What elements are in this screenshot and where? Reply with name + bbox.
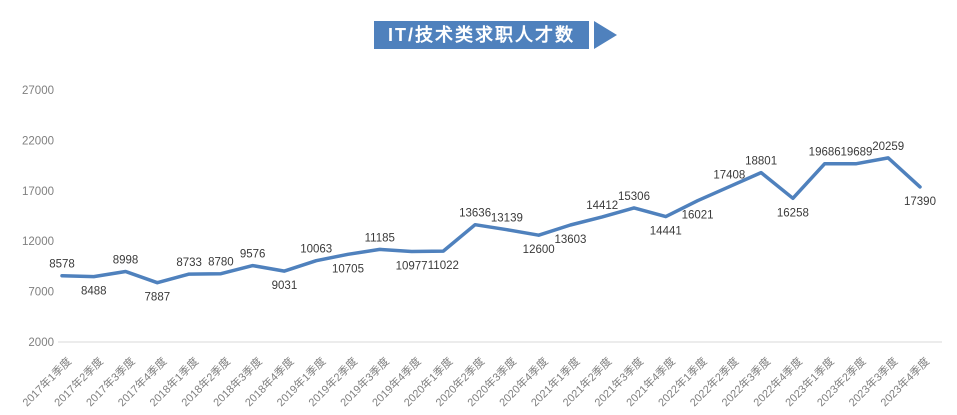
data-label: 8488 bbox=[81, 286, 107, 298]
data-label: 10063 bbox=[300, 244, 332, 256]
y-tick-label: 27000 bbox=[22, 85, 54, 97]
data-label: 11185 bbox=[365, 232, 395, 244]
y-tick-label: 22000 bbox=[22, 135, 54, 147]
data-label: 16258 bbox=[777, 207, 809, 219]
data-label: 10977 bbox=[396, 261, 428, 273]
chart-title: IT/技术类求职人才数 bbox=[374, 21, 589, 49]
data-label: 9031 bbox=[272, 280, 298, 292]
data-label: 8998 bbox=[113, 254, 139, 266]
banner-arrow-icon bbox=[594, 21, 617, 49]
data-label: 12600 bbox=[523, 244, 555, 256]
data-label: 20259 bbox=[872, 141, 904, 153]
data-label: 13636 bbox=[459, 208, 491, 220]
data-label: 15306 bbox=[618, 191, 650, 203]
y-tick-label: 17000 bbox=[22, 186, 54, 198]
data-label: 7887 bbox=[145, 292, 171, 304]
y-tick-label: 2000 bbox=[28, 337, 54, 349]
data-label: 8578 bbox=[49, 259, 75, 271]
data-label: 17408 bbox=[713, 170, 745, 182]
data-label: 8780 bbox=[208, 257, 234, 269]
data-label: 9576 bbox=[240, 249, 266, 261]
data-label: 18801 bbox=[745, 156, 777, 168]
data-label: 13603 bbox=[554, 234, 586, 246]
data-label: 8733 bbox=[176, 257, 202, 269]
y-tick-label: 12000 bbox=[22, 236, 54, 248]
data-label: 13139 bbox=[491, 213, 523, 225]
data-label: 11022 bbox=[428, 260, 459, 272]
data-label: 14412 bbox=[586, 200, 618, 212]
series-line bbox=[60, 156, 922, 285]
data-label: 19686 bbox=[809, 147, 841, 159]
data-label: 17390 bbox=[904, 196, 936, 208]
data-label: 14441 bbox=[650, 226, 682, 238]
data-label: 19689 bbox=[840, 147, 872, 159]
y-tick-label: 7000 bbox=[28, 287, 54, 299]
data-label: 16021 bbox=[682, 210, 714, 222]
data-label: 10705 bbox=[332, 263, 364, 275]
chart-title-banner: IT/技术类求职人才数 bbox=[374, 21, 617, 49]
